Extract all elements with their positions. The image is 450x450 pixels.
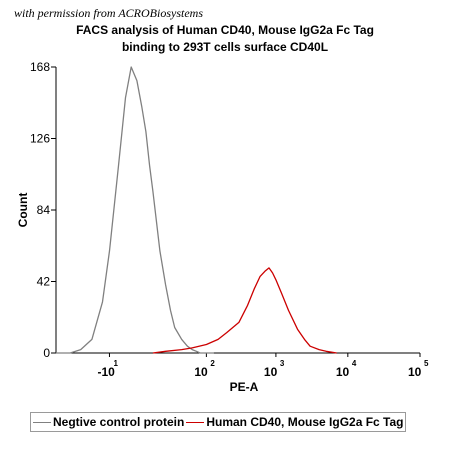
legend-swatch-cd40 — [186, 421, 205, 423]
x-tick-exp-1: 2 — [210, 359, 215, 368]
chart-title-line-1: FACS analysis of Human CD40, Mouse IgG2a… — [76, 23, 374, 37]
x-tick-label-2: 10 — [264, 365, 278, 379]
x-tick-exp-3: 4 — [352, 359, 357, 368]
x-tick-exp-0: 1 — [113, 359, 118, 368]
y-axis-label: Count — [16, 193, 30, 228]
x-tick-label-0: -10 — [97, 365, 115, 379]
legend-label-cd40: Human CD40, Mouse IgG2a Fc Tag — [206, 415, 404, 429]
series-line-1 — [152, 267, 337, 354]
y-tick-label-168: 168 — [30, 60, 50, 74]
y-tick-label-0: 0 — [43, 346, 50, 360]
y-tick-label-126: 126 — [30, 132, 50, 146]
x-tick-label-3: 10 — [336, 365, 350, 379]
legend-item-negative: Negtive control protein — [31, 415, 184, 429]
legend-swatch-negative — [33, 421, 51, 423]
legend: Negtive control protein Human CD40, Mous… — [30, 412, 406, 432]
watermark: with permission from ACROBiosystems — [14, 6, 204, 20]
chart-title-line-2: binding to 293T cells surface CD40L — [121, 40, 329, 54]
legend-label-negative: Negtive control protein — [53, 415, 185, 429]
legend-item-cd40: Human CD40, Mouse IgG2a Fc Tag — [184, 415, 404, 429]
x-axis-label: PE-A — [230, 380, 259, 394]
x-tick-label-1: 10 — [194, 365, 208, 379]
x-tick-exp-4: 5 — [424, 359, 429, 368]
y-tick-label-84: 84 — [37, 203, 51, 217]
y-tick-label-42: 42 — [37, 275, 51, 289]
x-tick-exp-2: 3 — [280, 359, 285, 368]
series-line-0 — [56, 66, 214, 354]
x-tick-label-4: 10 — [408, 365, 422, 379]
